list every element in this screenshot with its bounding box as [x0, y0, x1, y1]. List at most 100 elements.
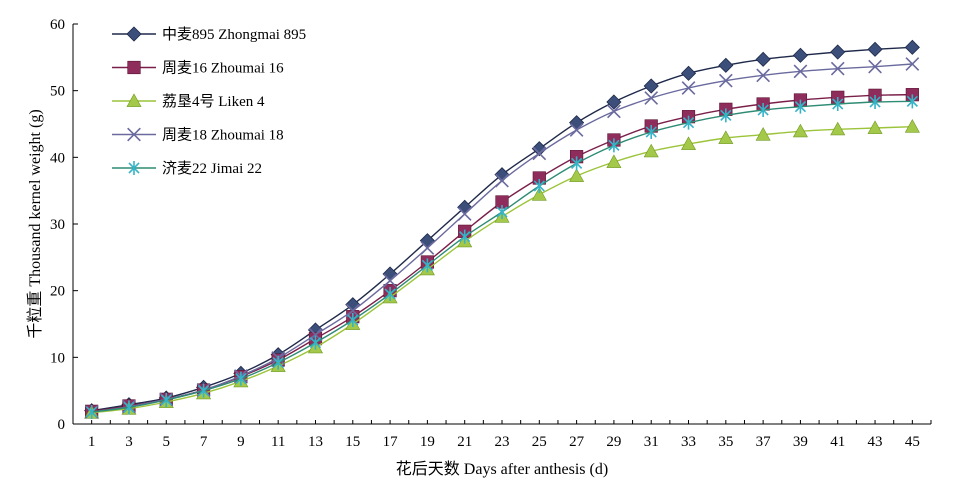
marker-diamond: [718, 57, 734, 73]
x-tick-label: 1: [88, 434, 96, 450]
marker-diamond: [531, 141, 547, 157]
x-tick-label: 13: [308, 434, 323, 450]
marker-asterisk: [720, 108, 732, 123]
marker-triangle: [867, 120, 883, 134]
marker-asterisk: [832, 97, 844, 111]
legend-label: 荔垦4号 Liken 4: [162, 93, 265, 110]
marker-diamond: [792, 47, 809, 63]
legend-label: 周麦16 Zhoumai 16: [162, 60, 284, 77]
marker-triangle: [755, 127, 771, 141]
marker-x: [905, 57, 920, 71]
marker-diamond: [904, 39, 920, 55]
marker-triangle: [904, 119, 920, 133]
series-line: [91, 100, 913, 413]
marker-asterisk: [794, 99, 807, 114]
legend-label: 周麦18 Zhoumai 18: [162, 127, 284, 144]
marker-asterisk: [197, 383, 210, 398]
marker-triangle: [606, 154, 622, 168]
x-tick-label: 27: [569, 434, 585, 450]
marker-x: [868, 59, 882, 74]
x-tick-label: 15: [345, 434, 360, 450]
marker-asterisk: [309, 335, 322, 350]
marker-asterisk: [235, 371, 247, 386]
x-tick-label: 29: [606, 434, 621, 450]
marker-diamond: [867, 41, 883, 57]
y-tick-label: 30: [50, 217, 65, 233]
marker-x: [644, 91, 659, 105]
x-axis-title: 花后天数 Days after anthesis (d): [396, 460, 608, 478]
x-tick-label: 41: [830, 434, 845, 450]
marker-x: [607, 104, 621, 119]
legend-item-1: 中麦895 Zhongmai 895: [112, 26, 306, 43]
series-line: [91, 63, 913, 413]
marker-x: [383, 273, 397, 288]
marker-triangle: [681, 136, 697, 150]
marker-asterisk: [496, 205, 508, 219]
marker-x: [793, 64, 808, 79]
axes: [72, 24, 931, 425]
series-layer: [84, 39, 920, 419]
marker-asterisk: [459, 229, 471, 244]
legend-item-5: 济麦22 Jimai 22: [112, 160, 262, 177]
legend: 中麦895 Zhongmai 895 周麦16 Zhoumai 16 荔垦4号 Li…: [112, 26, 306, 177]
marker-x: [718, 73, 733, 88]
legend-item-4: 周麦18 Zhoumai 18: [112, 127, 284, 144]
marker-asterisk: [123, 400, 135, 415]
marker-asterisk: [608, 138, 620, 153]
marker-x: [569, 123, 584, 137]
marker-triangle: [531, 187, 547, 201]
y-tick-label: 60: [50, 17, 65, 33]
marker-x: [830, 61, 845, 76]
series-4: [84, 57, 920, 419]
marker-asterisk: [869, 95, 881, 109]
y-tick-label: 50: [50, 84, 65, 100]
marker-asterisk: [384, 287, 396, 301]
x-tick-label: 23: [495, 434, 510, 450]
legend-label: 中麦895 Zhongmai 895: [162, 26, 306, 43]
marker-asterisk: [160, 393, 172, 407]
marker-x: [756, 68, 770, 83]
marker-diamond: [755, 51, 771, 67]
x-tick-label: 35: [718, 434, 733, 450]
x-tick-label: 31: [644, 434, 659, 450]
marker-diamond: [680, 65, 697, 81]
marker-x: [420, 241, 435, 255]
marker-asterisk: [86, 405, 98, 419]
legend-label: 济麦22 Jimai 22: [162, 160, 262, 177]
y-tick-label: 40: [50, 150, 65, 166]
marker-diamond: [830, 44, 846, 60]
marker-asterisk: [128, 161, 140, 175]
x-tick-label: 11: [271, 434, 285, 450]
x-tick-label: 39: [793, 434, 808, 450]
marker-asterisk: [533, 179, 545, 193]
marker-diamond: [643, 78, 659, 94]
legend-item-2: 周麦16 Zhoumai 16: [112, 60, 284, 77]
marker-asterisk: [272, 355, 284, 370]
x-tick-label: 9: [237, 434, 245, 450]
y-tick-label: 20: [50, 284, 65, 300]
marker-triangle: [792, 123, 808, 138]
y-tick-label: 10: [50, 350, 65, 366]
marker-asterisk: [757, 103, 769, 117]
marker-x: [127, 127, 141, 142]
marker-asterisk: [906, 94, 918, 109]
x-tick-label: 45: [905, 434, 920, 450]
x-tick-label: 37: [756, 434, 772, 450]
marker-diamond: [606, 94, 622, 110]
marker-x: [532, 146, 547, 161]
marker-square: [127, 60, 141, 75]
x-tick-label: 5: [163, 434, 171, 450]
x-tick-label: 21: [457, 434, 472, 450]
x-tick-label: 17: [383, 434, 399, 450]
marker-asterisk: [571, 156, 583, 171]
marker-triangle: [643, 143, 659, 158]
marker-x: [495, 173, 509, 188]
y-axis-title: 千粒重 Thousand kernel weight (g): [26, 109, 44, 338]
x-tick-label: 3: [125, 434, 133, 450]
marker-asterisk: [421, 258, 433, 273]
marker-triangle: [569, 168, 585, 182]
marker-triangle: [718, 130, 734, 144]
marker-diamond: [126, 26, 142, 42]
